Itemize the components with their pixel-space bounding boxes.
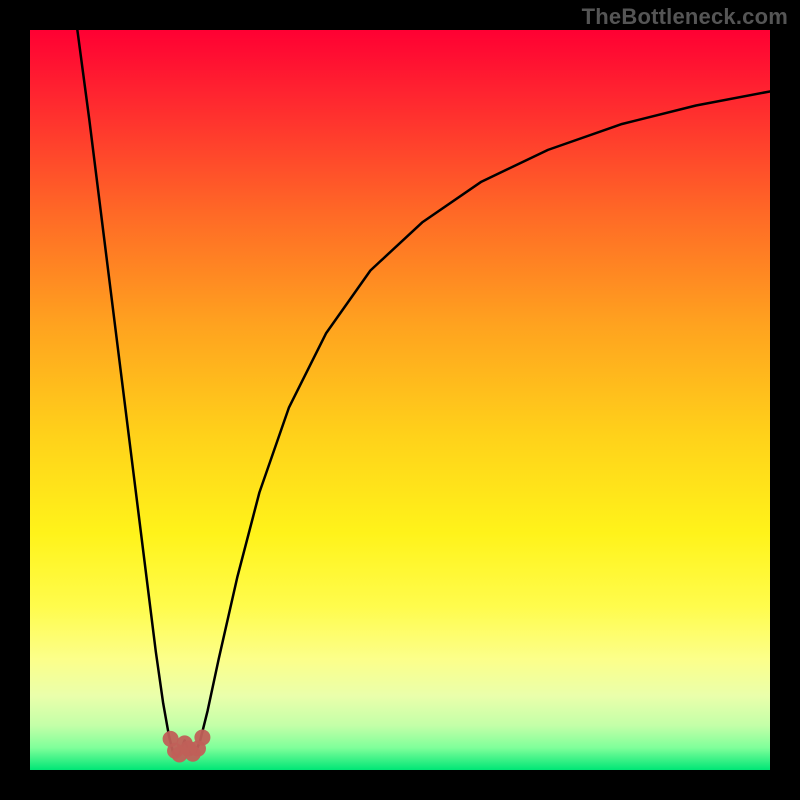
minimum-marker bbox=[194, 729, 210, 745]
gradient-background bbox=[30, 30, 770, 770]
chart-stage: TheBottleneck.com bbox=[0, 0, 800, 800]
watermark-text: TheBottleneck.com bbox=[582, 4, 788, 30]
bottleneck-plot bbox=[0, 0, 800, 800]
